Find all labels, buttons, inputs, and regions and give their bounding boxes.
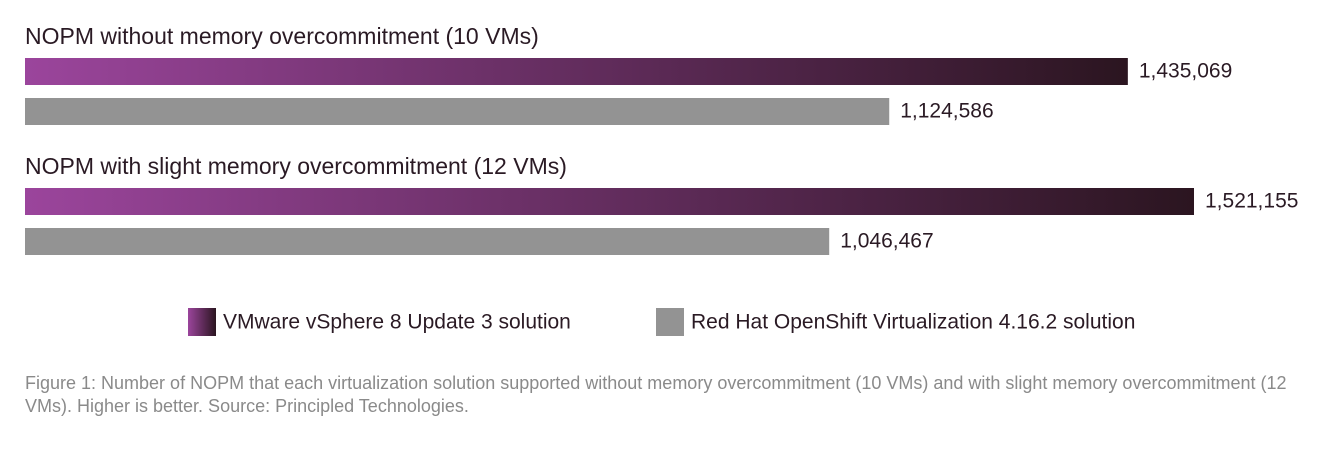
legend-label: Red Hat OpenShift Virtualization 4.16.2 … — [691, 311, 1135, 334]
bar — [25, 188, 1194, 215]
value-label: 1,046,467 — [840, 230, 933, 253]
value-label: 1,435,069 — [1139, 60, 1232, 83]
value-label: 1,521,155 — [1205, 190, 1298, 213]
group-title: NOPM without memory overcommitment (10 V… — [25, 23, 539, 49]
legend-label: VMware vSphere 8 Update 3 solution — [223, 311, 571, 334]
bar — [25, 228, 830, 255]
group-title: NOPM with slight memory overcommitment (… — [25, 153, 567, 179]
value-label: 1,124,586 — [900, 100, 993, 123]
legend-swatch — [656, 308, 684, 336]
caption: Figure 1: Number of NOPM that each virtu… — [25, 373, 1287, 416]
bar — [25, 58, 1128, 85]
legend-swatch — [188, 308, 216, 336]
bar — [25, 98, 890, 125]
